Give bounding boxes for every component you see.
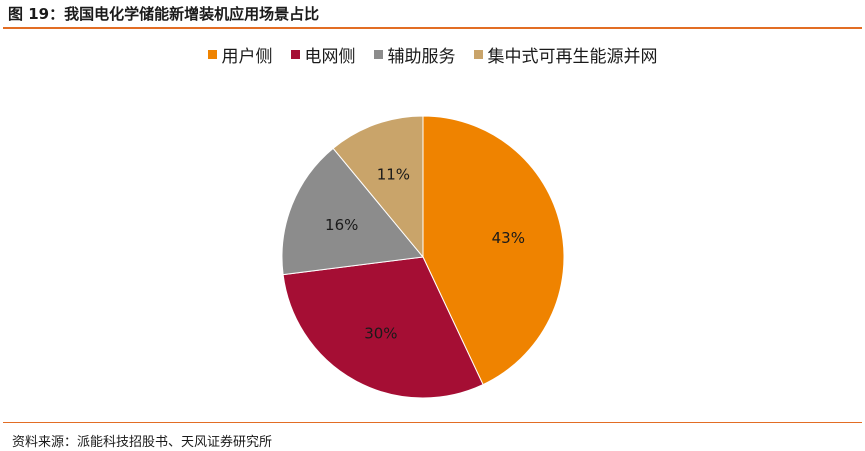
- legend-label: 电网侧: [304, 46, 356, 67]
- top-divider: [3, 27, 862, 29]
- pie-slice-grid-side: [282, 256, 484, 399]
- legend-item-user-side: 用户侧: [207, 42, 273, 67]
- legend-swatch: [207, 49, 217, 59]
- pie-slice-renewable-grid: [332, 115, 424, 259]
- legend-label: 用户侧: [221, 46, 273, 67]
- slice-value-label: 11%: [377, 166, 410, 184]
- pie-slice-ancillary-services: [281, 147, 424, 276]
- bottom-divider: [3, 422, 862, 423]
- legend-swatch: [290, 49, 300, 59]
- legend-label: 辅助服务: [387, 46, 456, 67]
- legend-swatch: [373, 49, 383, 59]
- legend-item-renewable-grid: 集中式可再生能源并网: [473, 42, 658, 67]
- legend-item-ancillary-services: 辅助服务: [373, 42, 456, 67]
- legend-swatch: [473, 49, 483, 59]
- legend-item-grid-side: 电网侧: [290, 42, 356, 67]
- pie-slice-user-side: [422, 115, 565, 386]
- slice-value-label: 30%: [364, 325, 397, 343]
- slice-value-label: 43%: [492, 229, 525, 247]
- chart-legend: 用户侧 电网侧 辅助服务 集中式可再生能源并网: [0, 42, 865, 67]
- legend-label: 集中式可再生能源并网: [487, 46, 658, 67]
- source-note: 资料来源：派能科技招股书、天风证券研究所: [12, 435, 273, 450]
- figure-title: 图 19：我国电化学储能新增装机应用场景占比: [8, 5, 320, 23]
- slice-value-label: 16%: [325, 216, 358, 234]
